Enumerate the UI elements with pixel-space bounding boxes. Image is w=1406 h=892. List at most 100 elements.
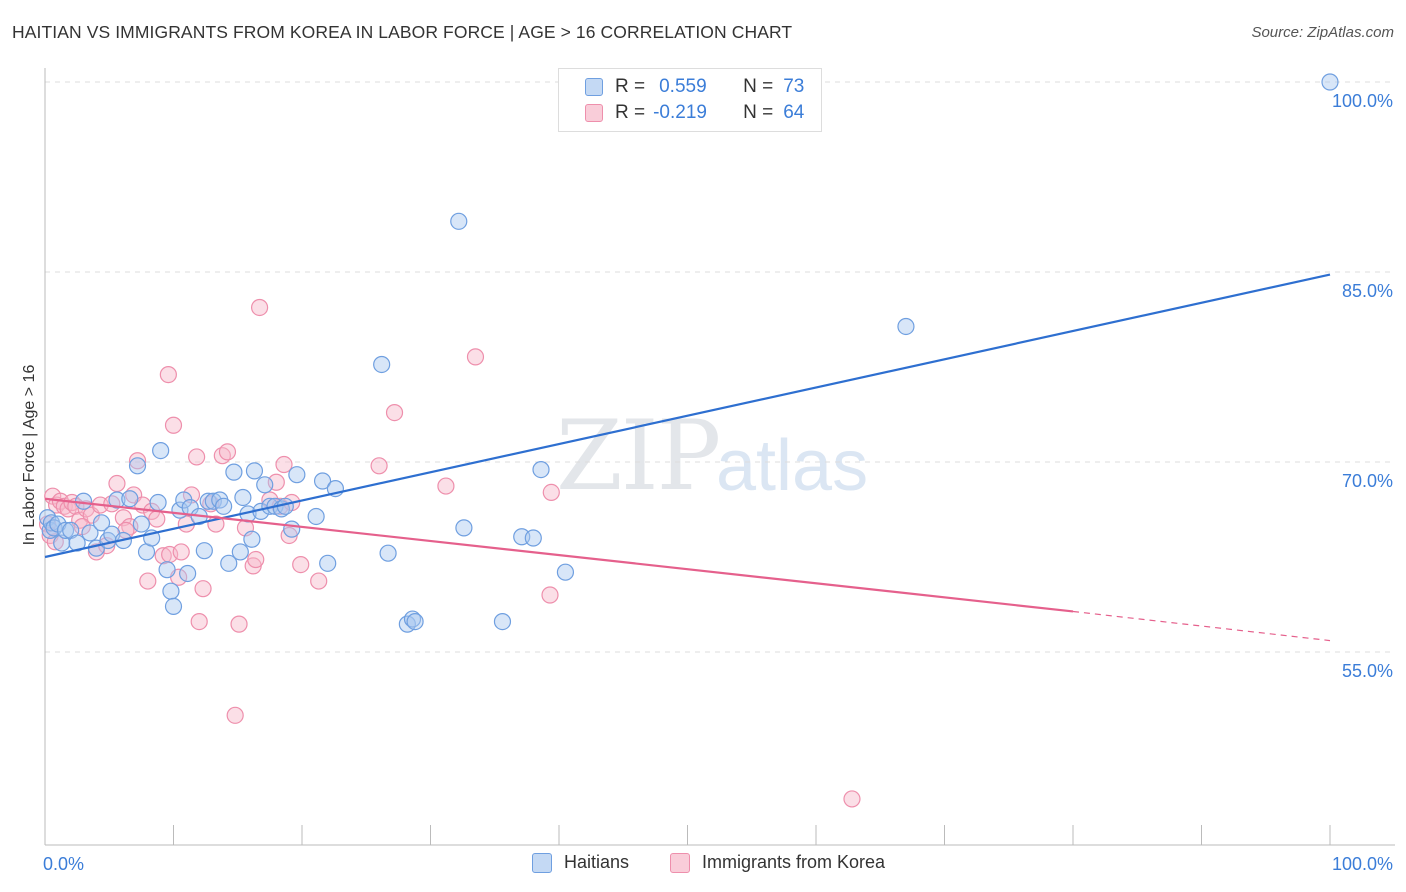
- haitian-point: [379, 544, 397, 562]
- korea-point: [114, 509, 132, 527]
- haitian-point: [283, 520, 301, 538]
- trend-lines: [44, 273, 1331, 642]
- haitian-point: [152, 442, 170, 460]
- haitian-point: [220, 554, 238, 572]
- haitian-point: [1321, 73, 1339, 91]
- korea-point: [202, 495, 220, 513]
- haitian-point: [68, 534, 86, 552]
- haitian-point: [524, 529, 542, 547]
- haitian-point: [256, 476, 274, 494]
- haitian-point: [121, 490, 139, 508]
- legend-item-korea[interactable]: Immigrants from Korea: [670, 852, 885, 873]
- haitian-point: [406, 612, 424, 631]
- korea-point: [247, 550, 265, 569]
- korea-point: [466, 348, 485, 366]
- x-tick-label: 0.0%: [43, 854, 84, 874]
- haitian-point: [313, 472, 332, 490]
- legend-item-haitians[interactable]: Haitians: [532, 852, 629, 873]
- korea-point: [385, 404, 404, 422]
- correlation-legend: R = 0.559 N = 73 R = -0.219 N = 64: [558, 68, 822, 132]
- haitian-point: [108, 491, 126, 509]
- korea-trend-line: [44, 497, 1074, 613]
- haitian-point: [158, 561, 176, 579]
- korea-point: [164, 416, 183, 434]
- korea-point: [128, 452, 147, 470]
- watermark-zip: ZIP: [556, 400, 721, 512]
- series-korea-points: [38, 298, 861, 808]
- haitian-point: [162, 582, 180, 600]
- korea-point: [310, 572, 328, 590]
- y-tick-label: 100.0%: [1332, 91, 1393, 111]
- korea-point: [250, 298, 269, 317]
- korea-point: [154, 547, 172, 565]
- legend-n-value: 73: [783, 76, 805, 97]
- haitian-point: [225, 463, 243, 481]
- haitians-trend-line: [44, 273, 1331, 559]
- haitian-point: [92, 514, 111, 532]
- legend-swatch-blue-icon: [585, 78, 603, 96]
- korea-point: [542, 483, 560, 501]
- korea-point: [159, 366, 177, 384]
- haitian-point: [373, 355, 391, 374]
- legend-r-label: R =: [615, 102, 646, 123]
- haitian-point: [897, 317, 915, 336]
- korea-point: [843, 790, 861, 808]
- haitian-point: [149, 493, 167, 512]
- haitian-point: [234, 488, 252, 507]
- haitians-swatch-icon: [532, 852, 552, 873]
- legend-n-label: N =: [743, 102, 774, 123]
- korea-swatch-icon: [670, 852, 690, 873]
- korea-point: [108, 474, 126, 493]
- haitian-point: [164, 597, 183, 616]
- legend-swatch-pink-icon: [585, 104, 603, 122]
- haitian-point: [195, 542, 213, 560]
- source-credit: Source: ZipAtlas.com: [1251, 24, 1394, 41]
- korea-point: [148, 510, 166, 528]
- korea-trend-extension: [1072, 610, 1331, 642]
- korea-point: [292, 555, 310, 574]
- watermark-atlas: atlas: [716, 426, 869, 506]
- tick-labels: 55.0% 70.0% 85.0% 100.0% 0.0% 100.0%: [43, 91, 1393, 874]
- korea-point: [87, 543, 106, 561]
- y-tick-label: 55.0%: [1342, 661, 1393, 681]
- haitian-point: [231, 543, 249, 561]
- korea-point: [194, 580, 212, 598]
- korea-point: [139, 572, 157, 590]
- series-haitians-points: [38, 73, 1339, 633]
- korea-point: [370, 457, 388, 475]
- legend-r-value: -0.219: [653, 102, 707, 123]
- korea-point: [275, 455, 293, 474]
- haitian-point: [81, 524, 99, 542]
- haitian-point: [403, 610, 422, 628]
- haitian-point: [493, 612, 512, 631]
- haitian-point: [179, 564, 197, 583]
- korea-point: [230, 615, 248, 633]
- haitian-point: [128, 457, 147, 475]
- y-tick-label: 70.0%: [1342, 471, 1393, 491]
- korea-point: [190, 612, 208, 631]
- legend-label-korea: Immigrants from Korea: [702, 852, 886, 872]
- korea-point: [172, 543, 190, 561]
- haitian-point: [132, 515, 150, 533]
- legend-r-value: 0.559: [659, 76, 707, 97]
- legend-label-haitians: Haitians: [564, 852, 630, 872]
- legend-n-value: 64: [783, 102, 805, 123]
- haitian-point: [532, 461, 550, 479]
- series-legend: Haitians Immigrants from Korea: [0, 852, 1406, 878]
- haitian-point: [243, 530, 261, 548]
- axes: [44, 68, 1395, 846]
- legend-row-korea: R = -0.219 N = 64: [585, 101, 804, 125]
- haitian-point: [455, 519, 473, 537]
- korea-point: [188, 448, 206, 466]
- haitian-point: [307, 507, 325, 526]
- x-tick-label: 100.0%: [1332, 854, 1393, 874]
- haitian-point: [204, 492, 222, 510]
- korea-point: [437, 477, 455, 495]
- legend-row-haitians: R = 0.559 N = 73: [585, 75, 804, 99]
- haitian-point: [450, 212, 468, 230]
- haitian-point: [288, 466, 306, 484]
- haitian-point: [556, 563, 575, 581]
- korea-point: [218, 443, 237, 461]
- haitian-point: [245, 462, 264, 480]
